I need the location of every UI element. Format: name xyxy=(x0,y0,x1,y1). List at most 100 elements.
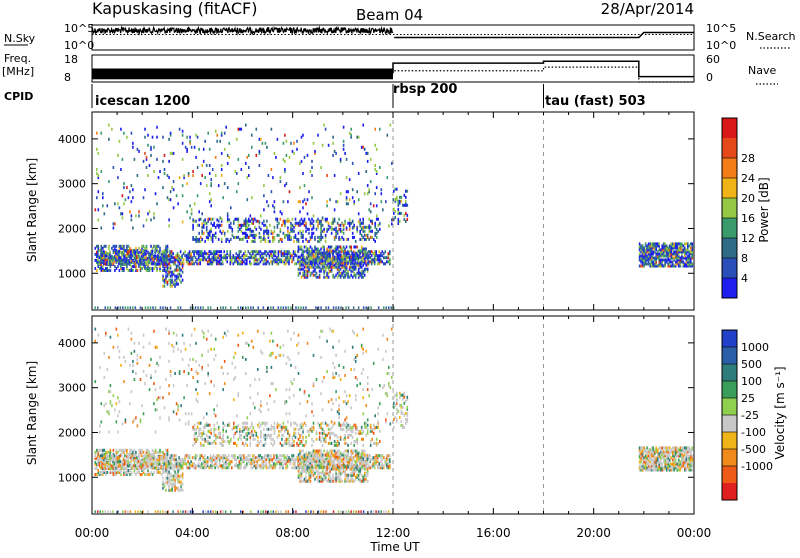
velocity-echo-cell xyxy=(251,458,253,461)
velocity-echo-cell xyxy=(278,434,280,437)
power-echo-cell xyxy=(240,250,242,253)
velocity-echo-cell xyxy=(209,424,211,427)
power-echo-cell xyxy=(687,242,689,245)
power-echo-cell xyxy=(256,220,258,223)
power-echo-cell xyxy=(102,196,104,199)
power-ground-cell xyxy=(122,306,124,309)
power-ground-cell xyxy=(248,306,250,309)
velocity-echo-cell xyxy=(242,426,244,429)
power-echo-cell xyxy=(310,266,312,269)
power-echo-cell xyxy=(168,254,170,257)
velocity-echo-cell xyxy=(296,424,298,427)
power-echo-cell xyxy=(113,227,115,230)
power-echo-cell xyxy=(407,190,409,193)
velocity-echo-cell xyxy=(257,460,259,463)
power-echo-cell xyxy=(346,227,348,230)
power-echo-cell xyxy=(227,238,229,241)
velocity-echo-cell xyxy=(95,473,97,476)
velocity-echo-cell xyxy=(100,462,102,465)
velocity-echo-cell xyxy=(180,458,182,461)
velocity-echo-cell xyxy=(97,462,99,465)
power-echo-cell xyxy=(364,192,366,195)
power-echo-cell xyxy=(164,279,166,282)
power-echo-cell xyxy=(299,200,301,203)
power-echo-cell xyxy=(96,148,98,151)
power-echo-cell xyxy=(352,196,354,199)
velocity-echo-cell xyxy=(204,438,206,441)
power-echo-cell xyxy=(216,140,218,143)
power-echo-cell xyxy=(271,230,273,233)
power-echo-cell xyxy=(168,259,170,262)
power-echo-cell xyxy=(320,252,322,255)
velocity-echo-cell xyxy=(177,487,179,490)
velocity-echo-cell xyxy=(236,426,238,429)
velocity-echo-cell xyxy=(377,442,379,445)
velocity-echo-cell xyxy=(170,473,172,476)
power-echo-cell xyxy=(225,254,227,257)
power-echo-cell xyxy=(168,271,170,274)
velocity-echo-cell xyxy=(301,480,303,483)
power-echo-cell xyxy=(210,236,212,239)
velocity-echo-cell xyxy=(385,458,387,461)
power-echo-cell xyxy=(407,204,409,207)
velocity-echo-cell xyxy=(95,461,97,464)
power-echo-cell xyxy=(131,200,133,203)
nave-ytick-bottom: 0 xyxy=(706,71,713,84)
power-echo-cell xyxy=(286,234,288,237)
power-echo-cell xyxy=(260,254,262,257)
velocity-echo-cell xyxy=(192,456,194,459)
power-echo-cell xyxy=(204,240,206,243)
power-echo-cell xyxy=(127,260,129,263)
velocity-echo-cell xyxy=(276,454,278,457)
power-echo-cell xyxy=(248,228,250,231)
power-echo-cell xyxy=(238,218,240,221)
power-echo-cell xyxy=(99,256,101,259)
power-echo-cell xyxy=(259,236,261,239)
velocity-echo-cell xyxy=(140,449,142,452)
noise-sky-label: N.Sky xyxy=(4,32,36,45)
power-ground-cell xyxy=(283,306,285,309)
power-echo-cell xyxy=(328,228,330,231)
power-echo-cell xyxy=(667,263,669,266)
power-echo-cell xyxy=(393,218,395,221)
velocity-echo-cell xyxy=(200,428,202,431)
power-echo-cell xyxy=(215,174,217,177)
power-echo-cell xyxy=(369,250,371,253)
power-echo-cell xyxy=(260,240,262,243)
power-ground-cell xyxy=(258,306,260,309)
power-echo-cell xyxy=(209,148,211,151)
velocity-echo-cell xyxy=(177,467,179,470)
power-echo-cell xyxy=(156,267,158,270)
power-echo-cell xyxy=(182,265,184,268)
power-echo-cell xyxy=(322,144,324,147)
power-echo-cell xyxy=(183,252,185,255)
power-echo-cell xyxy=(362,248,364,251)
velocity-echo-cell xyxy=(145,466,147,469)
power-echo-cell xyxy=(370,180,372,183)
power-echo-cell xyxy=(278,262,280,265)
power-echo-cell xyxy=(341,272,343,275)
velocity-echo-cell xyxy=(322,444,324,447)
velocity-echo-cell xyxy=(242,430,244,433)
power-echo-cell xyxy=(652,250,654,253)
velocity-echo-cell xyxy=(179,481,181,484)
power-echo-cell xyxy=(119,206,121,209)
power-echo-cell xyxy=(119,245,121,248)
power-echo-cell xyxy=(364,234,366,237)
power-echo-cell xyxy=(308,248,310,251)
velocity-echo-cell xyxy=(210,464,212,467)
power-echo-cell xyxy=(126,254,128,257)
power-echo-cell xyxy=(358,136,360,139)
velocity-echo-cell xyxy=(343,422,345,425)
power-echo-cell xyxy=(316,254,318,257)
power-echo-cell xyxy=(272,260,274,263)
power-echo-cell xyxy=(317,218,319,221)
power-echo-cell xyxy=(123,262,125,265)
power-echo-cell xyxy=(99,260,101,263)
power-echo-cell xyxy=(361,266,363,269)
power-ground-cell xyxy=(298,306,300,309)
power-echo-cell xyxy=(305,274,307,277)
power-echo-cell xyxy=(122,194,124,197)
power-echo-cell xyxy=(316,220,318,223)
velocity-echo-cell xyxy=(322,432,324,435)
